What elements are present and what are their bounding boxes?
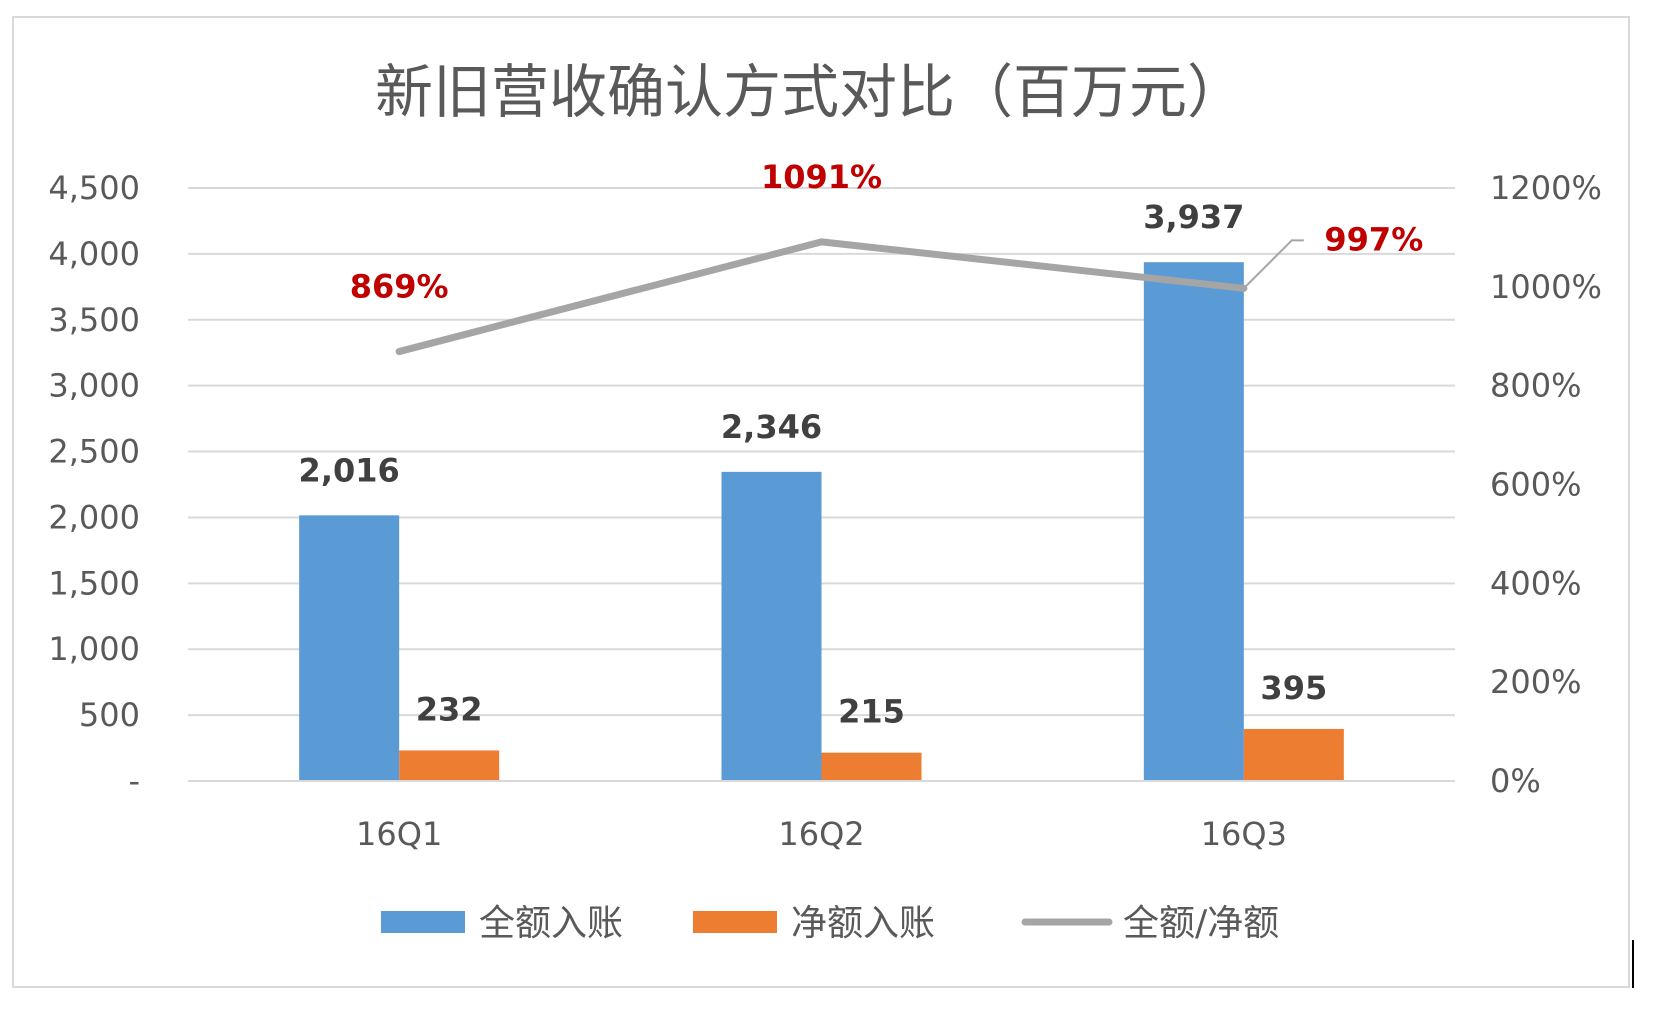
x-tick-label: 16Q1	[356, 815, 442, 853]
y-right-tick-label: 0%	[1490, 762, 1541, 800]
bar-全额入账	[299, 515, 400, 781]
y-left-tick-label: 2,000	[48, 498, 140, 536]
bar-净额入账	[399, 750, 500, 781]
bar-value-label: 3,937	[1143, 198, 1244, 236]
legend-swatch-净额入账	[693, 911, 777, 933]
y-left-tick-label: 1,000	[48, 630, 140, 668]
ratio-point	[818, 238, 825, 246]
chart-title: 新旧营收确认方式对比（百万元）	[375, 58, 1245, 126]
x-tick-label: 16Q3	[1201, 815, 1287, 853]
x-tick-label: 16Q2	[778, 815, 864, 853]
y-right-tick-label: 1200%	[1490, 169, 1602, 207]
edge-mark	[1632, 940, 1634, 988]
bar-净额入账	[1243, 728, 1344, 781]
bar-净额入账	[821, 752, 922, 781]
axes: - 500 1,000 1,500 2,000 2,500 3,000 3,500 4,000 4…	[48, 169, 1601, 853]
bar-全额入账	[721, 471, 822, 781]
data-labels: 2,016 2,346 3,937 232 215 395 869% 1091% 997%	[299, 158, 1424, 731]
y-left-tick-label: 500	[79, 696, 140, 734]
ratio-value-label: 1091%	[761, 158, 882, 196]
legend-label: 净额入账	[791, 903, 935, 944]
y-left-tick-label: 3,000	[48, 367, 140, 405]
y-left-tick-label: -	[128, 762, 140, 800]
legend-swatch-全额入账	[381, 911, 465, 933]
bars	[299, 262, 1344, 781]
y-right-tick-label: 200%	[1490, 663, 1581, 701]
y-right-tick-label: 800%	[1490, 367, 1581, 405]
bar-全额入账	[1143, 262, 1244, 781]
y-left-tick-label: 3,500	[48, 301, 140, 339]
bar-value-label: 232	[416, 690, 483, 728]
y-left-tick-label: 2,500	[48, 433, 140, 471]
y-left-tick-label: 4,000	[48, 235, 140, 273]
ratio-line-layer	[395, 238, 1248, 356]
legend-label: 全额入账	[479, 903, 623, 944]
ratio-point	[395, 348, 403, 356]
ratio-value-label: 869%	[350, 268, 449, 306]
ratio-line	[395, 238, 1248, 356]
legend: 全额入账 净额入账 全额/净额	[381, 903, 1279, 944]
y-right-tick-label: 600%	[1490, 466, 1581, 504]
bar-value-label: 2,346	[721, 408, 822, 446]
bar-value-label: 215	[838, 693, 905, 731]
y-right-tick-label: 1000%	[1490, 268, 1602, 306]
bar-value-label: 395	[1260, 669, 1327, 707]
y-left-tick-label: 1,500	[48, 564, 140, 602]
ratio-value-label: 997%	[1324, 220, 1423, 258]
y-right-tick-label: 400%	[1490, 564, 1581, 602]
ratio-leader-line	[1243, 239, 1304, 290]
bar-value-label: 2,016	[299, 451, 400, 489]
y-left-tick-label: 4,500	[48, 169, 140, 207]
legend-label: 全额/净额	[1123, 903, 1279, 944]
